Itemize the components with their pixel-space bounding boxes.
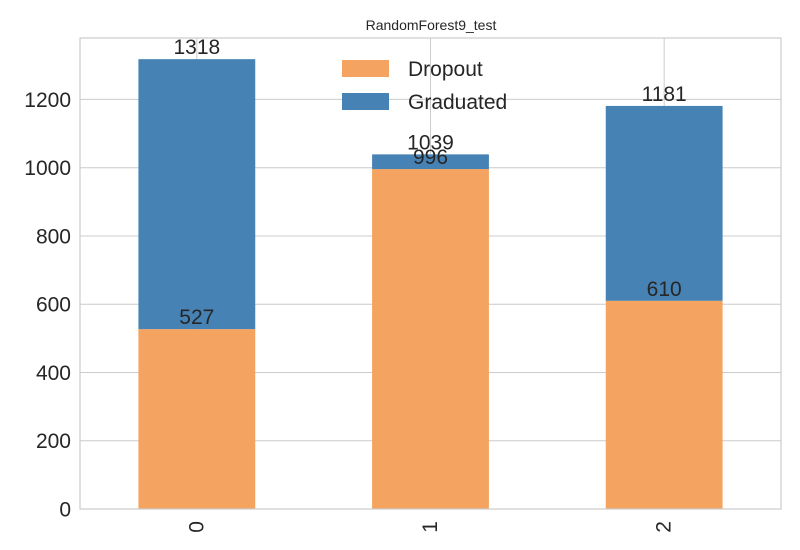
bar-graduated <box>372 154 489 170</box>
bar-dropout <box>372 169 489 510</box>
y-tick-label: 200 <box>36 430 71 453</box>
x-tick-label: 1 <box>419 521 442 533</box>
legend: Dropout Graduated <box>342 58 507 114</box>
legend-swatch <box>342 93 389 110</box>
bar-value-label: 610 <box>647 278 682 301</box>
bar-graduated <box>138 59 256 330</box>
legend-label: Dropout <box>408 58 483 81</box>
data-labels: 527 996 610 1318 1039 1181 <box>173 36 686 329</box>
bar-dropout <box>138 329 256 509</box>
bars <box>138 59 723 510</box>
legend-swatch <box>342 60 389 77</box>
y-tick-label: 1000 <box>24 157 71 180</box>
y-tick-label: 600 <box>36 294 71 317</box>
chart-title: RandomForest9_test <box>366 17 497 33</box>
bar-total-label: 1039 <box>407 131 454 154</box>
bar-total-label: 1318 <box>173 36 220 59</box>
bar-value-label: 996 <box>413 146 448 169</box>
y-tick-label: 800 <box>36 225 71 248</box>
x-tick-label: 2 <box>653 521 676 533</box>
y-axis-ticks: 0 200 400 600 800 1000 1200 <box>24 89 71 522</box>
bar-graduated <box>605 105 723 301</box>
bar-value-label: 527 <box>179 306 214 329</box>
y-tick-label: 1200 <box>24 89 71 112</box>
bar-total-label: 1181 <box>642 83 687 106</box>
plot-frame <box>79 37 782 510</box>
bar-dropout <box>605 300 723 509</box>
y-tick-label: 0 <box>59 499 71 522</box>
x-axis-ticks: 0 1 2 <box>185 521 675 533</box>
legend-label: Graduated <box>408 91 507 114</box>
x-tick-label: 0 <box>185 521 208 533</box>
y-tick-label: 400 <box>36 362 71 385</box>
